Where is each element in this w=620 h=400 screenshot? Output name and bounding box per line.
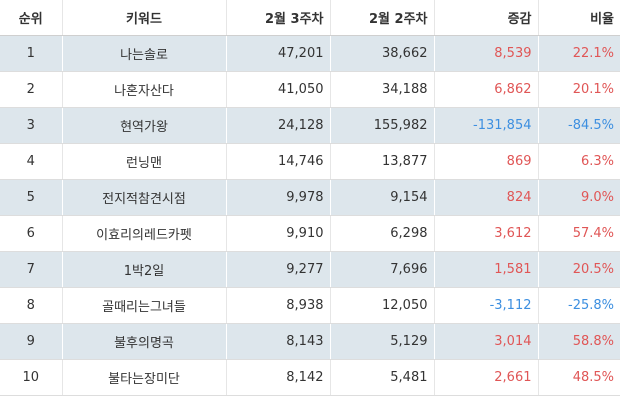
week3-cell: 24,128	[226, 107, 331, 144]
week3-cell: 47,201	[226, 35, 331, 72]
table-row: 7 1박2일 9,277 7,696 1,581 20.5%	[0, 251, 620, 288]
keyword-cell: 나는솔로	[62, 35, 227, 72]
week2-cell: 7,696	[330, 251, 435, 288]
change-cell: 8,539	[434, 35, 539, 72]
header-week3: 2월 3주차	[226, 0, 331, 36]
header-change: 증감	[434, 0, 539, 36]
table-row: 8 골때리는그녀들 8,938 12,050 -3,112 -25.8%	[0, 287, 620, 324]
week3-cell: 8,143	[226, 323, 331, 360]
rank-cell: 1	[0, 35, 63, 72]
keyword-cell: 불후의명곡	[62, 323, 227, 360]
week2-cell: 5,481	[330, 359, 435, 396]
change-cell: -3,112	[434, 287, 539, 324]
week3-cell: 8,142	[226, 359, 331, 396]
table-row: 10 불타는장미단 8,142 5,481 2,661 48.5%	[0, 359, 620, 396]
week2-cell: 12,050	[330, 287, 435, 324]
table-row: 9 불후의명곡 8,143 5,129 3,014 58.8%	[0, 323, 620, 360]
change-cell: 824	[434, 179, 539, 216]
rank-cell: 2	[0, 71, 63, 108]
rank-cell: 6	[0, 215, 63, 252]
rank-cell: 4	[0, 143, 63, 180]
change-cell: 3,014	[434, 323, 539, 360]
week2-cell: 155,982	[330, 107, 435, 144]
rate-cell: -25.8%	[538, 287, 620, 324]
header-keyword: 키워드	[62, 0, 227, 36]
rate-cell: 6.3%	[538, 143, 620, 180]
change-cell: 2,661	[434, 359, 539, 396]
week3-cell: 8,938	[226, 287, 331, 324]
rate-cell: 20.1%	[538, 71, 620, 108]
week2-cell: 6,298	[330, 215, 435, 252]
keyword-cell: 골때리는그녀들	[62, 287, 227, 324]
rate-cell: 48.5%	[538, 359, 620, 396]
table-row: 1 나는솔로 47,201 38,662 8,539 22.1%	[0, 35, 620, 72]
week2-cell: 13,877	[330, 143, 435, 180]
week2-cell: 38,662	[330, 35, 435, 72]
rate-cell: 57.4%	[538, 215, 620, 252]
table-row: 6 이효리의레드카펫 9,910 6,298 3,612 57.4%	[0, 215, 620, 252]
rank-cell: 3	[0, 107, 63, 144]
change-cell: 1,581	[434, 251, 539, 288]
week2-cell: 9,154	[330, 179, 435, 216]
rank-cell: 8	[0, 287, 63, 324]
rank-cell: 9	[0, 323, 63, 360]
week3-cell: 9,978	[226, 179, 331, 216]
change-cell: 3,612	[434, 215, 539, 252]
keyword-cell: 1박2일	[62, 251, 227, 288]
table-row: 3 현역가왕 24,128 155,982 -131,854 -84.5%	[0, 107, 620, 144]
rank-cell: 7	[0, 251, 63, 288]
header-rate: 비율	[538, 0, 620, 36]
table-row: 2 나혼자산다 41,050 34,188 6,862 20.1%	[0, 71, 620, 108]
rank-cell: 10	[0, 359, 63, 396]
rate-cell: 58.8%	[538, 323, 620, 360]
week3-cell: 14,746	[226, 143, 331, 180]
rank-cell: 5	[0, 179, 63, 216]
week2-cell: 34,188	[330, 71, 435, 108]
header-week2: 2월 2주차	[330, 0, 435, 36]
keyword-cell: 런닝맨	[62, 143, 227, 180]
week3-cell: 9,277	[226, 251, 331, 288]
table-row: 5 전지적참견시점 9,978 9,154 824 9.0%	[0, 179, 620, 216]
change-cell: 869	[434, 143, 539, 180]
table-row: 4 런닝맨 14,746 13,877 869 6.3%	[0, 143, 620, 180]
rate-cell: -84.5%	[538, 107, 620, 144]
header-rank: 순위	[0, 0, 63, 36]
keyword-cell: 나혼자산다	[62, 71, 227, 108]
header-row: 순위 키워드 2월 3주차 2월 2주차 증감 비율	[0, 0, 620, 36]
week3-cell: 9,910	[226, 215, 331, 252]
rate-cell: 22.1%	[538, 35, 620, 72]
week2-cell: 5,129	[330, 323, 435, 360]
change-cell: -131,854	[434, 107, 539, 144]
change-cell: 6,862	[434, 71, 539, 108]
keyword-cell: 이효리의레드카펫	[62, 215, 227, 252]
keyword-cell: 현역가왕	[62, 107, 227, 144]
rate-cell: 20.5%	[538, 251, 620, 288]
rate-cell: 9.0%	[538, 179, 620, 216]
week3-cell: 41,050	[226, 71, 331, 108]
keyword-cell: 불타는장미단	[62, 359, 227, 396]
keyword-cell: 전지적참견시점	[62, 179, 227, 216]
